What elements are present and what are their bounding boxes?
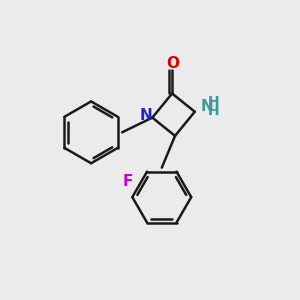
Text: N: N	[201, 99, 214, 114]
Text: H: H	[208, 104, 219, 118]
Text: H: H	[208, 95, 219, 109]
Text: N: N	[140, 108, 152, 123]
Text: O: O	[166, 56, 179, 71]
Text: F: F	[122, 174, 133, 189]
